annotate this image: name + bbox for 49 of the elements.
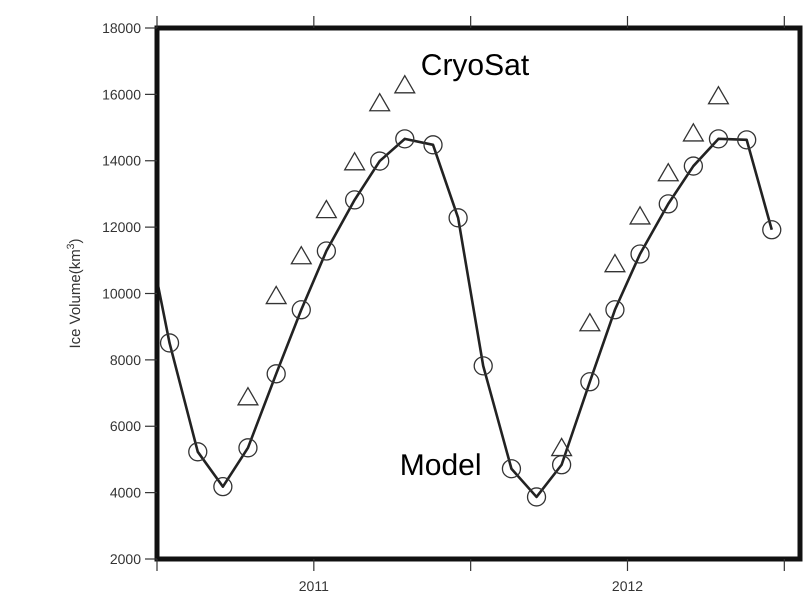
point [290,246,312,264]
point [316,200,337,218]
y-tick-label: 18000 [102,20,142,36]
point [604,254,626,272]
y-tick-label: 2000 [110,550,142,567]
point [658,163,679,182]
point [708,129,728,148]
point [395,129,414,148]
point [580,372,600,392]
point [579,313,600,332]
point [605,300,625,320]
point [502,459,522,478]
y-tick-label: 8000 [110,352,142,368]
point [658,194,678,214]
point [629,206,651,225]
y-tick-label: 4000 [110,484,142,501]
point [552,455,572,474]
x-tick-label: 2011 [298,578,330,594]
y-tick-label: 12000 [102,219,142,236]
point [316,241,336,261]
point [630,244,650,264]
point [238,438,258,458]
point [474,356,493,376]
point [423,135,443,154]
point [448,208,468,228]
point [682,123,704,142]
point [292,300,311,320]
y-tick-label: 16000 [102,86,142,102]
point [737,130,756,150]
point [266,286,287,304]
legend-label: CryoSat [420,49,530,82]
point [160,333,180,353]
point [684,156,704,176]
point [394,75,416,94]
y-tick-label: 6000 [110,418,142,434]
point [188,442,208,462]
y-tick-label: 14000 [102,152,142,169]
point [266,364,286,384]
point [344,190,364,210]
point [526,487,546,507]
point [762,220,782,240]
point [344,152,366,170]
point [708,86,729,104]
point [213,477,233,496]
y-tick-label: 10000 [102,285,142,302]
series-label: Model [400,448,482,482]
x-tick-label: 2012 [612,578,644,594]
point [370,151,390,171]
point [369,93,390,112]
